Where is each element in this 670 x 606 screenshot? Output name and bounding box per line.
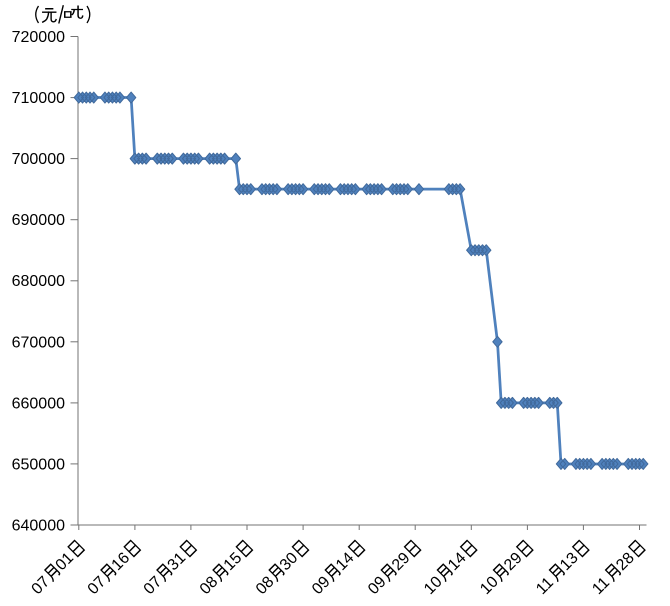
svg-text:680000: 680000 [12, 273, 65, 290]
svg-text:650000: 650000 [12, 456, 65, 473]
svg-text:720000: 720000 [12, 29, 65, 46]
svg-text:710000: 710000 [12, 90, 65, 107]
svg-text:690000: 690000 [12, 212, 65, 229]
svg-text:670000: 670000 [12, 334, 65, 351]
svg-text:640000: 640000 [12, 518, 65, 535]
svg-text:660000: 660000 [12, 395, 65, 412]
svg-text:700000: 700000 [12, 151, 65, 168]
